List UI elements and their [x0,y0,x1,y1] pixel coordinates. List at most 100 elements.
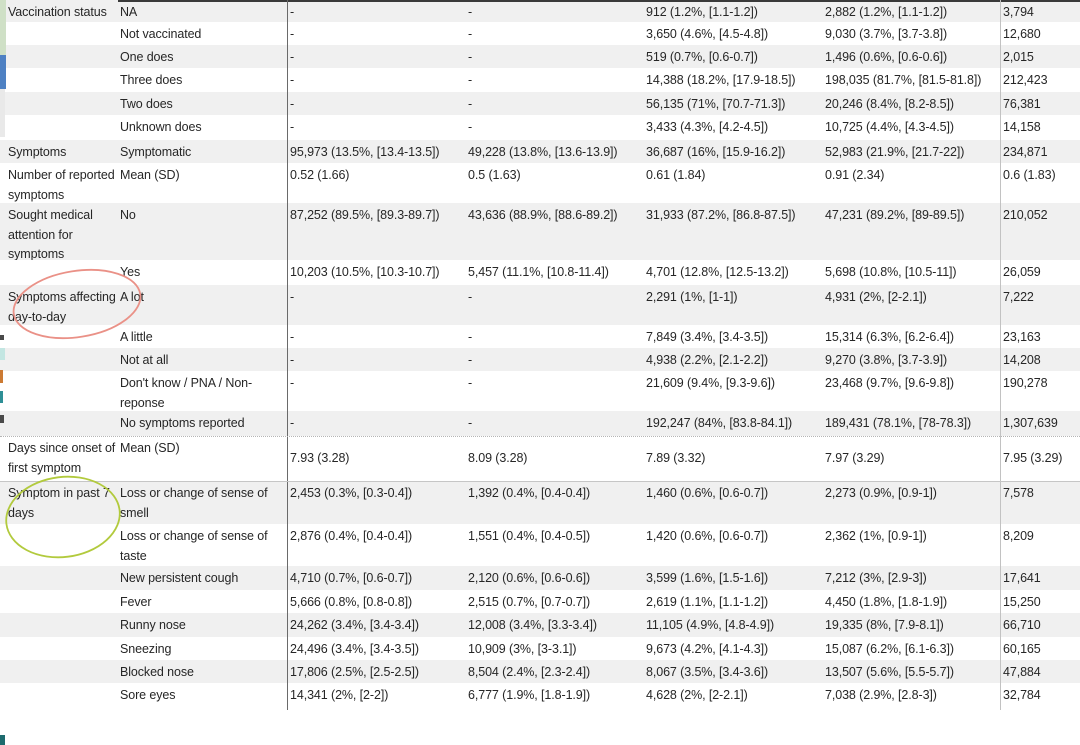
cell-value: 13,507 (5.6%, [5.5-5.7]) [825,665,954,679]
cell-total-value: 17,641 [1003,571,1041,585]
cell-value: 198,035 (81.7%, [81.5-81.8]) [825,73,982,87]
cell-value: 19,335 (8%, [7.9-8.1]) [825,618,944,632]
row-category-label: Three does [120,73,183,87]
row-group-label [0,348,118,371]
dark-tick-2 [0,415,4,423]
cell-value: - [468,416,473,430]
cell-value: 5,698 (10.8%, [10.5-11]) [825,265,957,279]
cell-value: 5,666 (0.8%, [0.8-0.8]) [290,595,413,609]
row-category-label: Not vaccinated [120,27,202,41]
table-row: Two does - - 56,135 (71%, [70.7-71.3]) 20,24… [0,92,1080,115]
cell-value: 43,636 (88.9%, [88.6-89.2]) [468,208,618,222]
gray-strip [0,89,5,137]
table-row: Don't know / PNA / Non- reponse - - 21,609 … [0,371,1080,411]
row-category-label: Loss or change of sense of taste [120,529,268,563]
cell-value: 9,673 (4.2%, [4.1-4.3]) [646,642,769,656]
row-group-label [0,260,118,285]
row-group-label [0,325,118,348]
row-group-label [0,613,118,637]
cell-value: - [290,73,295,87]
cell-value: 6,777 (1.9%, [1.8-1.9]) [468,688,591,702]
cell-value: 10,909 (3%, [3-3.1]) [468,642,577,656]
cell-value: 15,314 (6.3%, [6.2-6.4]) [825,330,954,344]
cell-value: 7,212 (3%, [2.9-3]) [825,571,927,585]
orange-fragment [0,370,3,383]
table-row: Runny nose 24,262 (3.4%, [3.4-3.4]) 12,008… [0,613,1080,637]
cell-value: 2,362 (1%, [0.9-1]) [825,529,927,543]
cell-total-value: 234,871 [1003,145,1048,159]
row-category-label: Yes [120,265,141,279]
cell-total-value: 8,209 [1003,529,1034,543]
cell-total-value: 190,278 [1003,376,1048,390]
row-category-label: A little [120,330,153,344]
row-group-label: Symptoms affecting day-to-day activities [8,290,116,324]
cell-value: 10,725 (4.4%, [4.3-4.5]) [825,120,954,134]
cell-value: - [290,97,295,111]
cell-value: 1,460 (0.6%, [0.6-0.7]) [646,486,769,500]
row-group-label: Sought medical attention for symptoms [8,208,93,260]
table-horizontal-gridline [0,436,1080,437]
cell-total-value: 7,222 [1003,290,1034,304]
cell-total-value: 7,578 [1003,486,1034,500]
cell-value: 189,431 (78.1%, [78-78.3]) [825,416,972,430]
cell-total-value: 14,208 [1003,353,1041,367]
cell-value: 23,468 (9.7%, [9.6-9.8]) [825,376,954,390]
row-category-label: Blocked nose [120,665,194,679]
table-row: Blocked nose 17,806 (2.5%, [2.5-2.5]) 8,50… [0,660,1080,683]
table-vertical-border-left [287,0,288,710]
cell-value: 2,876 (0.4%, [0.4-0.4]) [290,529,413,543]
cell-value: 8.09 (3.28) [468,451,528,465]
row-group-label [0,115,118,140]
table-row: Sore eyes 14,341 (2%, [2-2]) 6,777 (1.9%, … [0,683,1080,710]
row-category-label: No [120,208,136,222]
table-row: New persistent cough 4,710 (0.7%, [0.6-0.… [0,566,1080,590]
table-row: No symptoms reported - - 192,247 (84%, [83.… [0,411,1080,436]
row-category-label: Fever [120,595,152,609]
cell-value: - [468,50,473,64]
cell-value: 0.5 (1.63) [468,168,521,182]
cell-value: - [290,120,295,134]
cell-value: 7.93 (3.28) [290,451,350,465]
table-row: Not vaccinated - - 3,650 (4.6%, [4.5-4.8]) 9… [0,22,1080,45]
cell-value: - [290,330,295,344]
cell-value: 2,619 (1.1%, [1.1-1.2]) [646,595,769,609]
row-category-label: Don't know / PNA / Non- reponse [120,376,253,410]
cell-value: - [290,50,295,64]
row-category-label: Loss or change of sense of smell [120,486,268,520]
table-row: Loss or change of sense of taste 2,876 (0… [0,524,1080,566]
cell-value: 2,120 (0.6%, [0.6-0.6]) [468,571,591,585]
cell-total-value: 2,015 [1003,50,1034,64]
cell-value: 1,420 (0.6%, [0.6-0.7]) [646,529,769,543]
row-category-label: Runny nose [120,618,186,632]
cell-value: 2,453 (0.3%, [0.3-0.4]) [290,486,413,500]
cell-value: 0.61 (1.84) [646,168,706,182]
table-horizontal-gridline [0,481,1080,482]
cell-value: 8,504 (2.4%, [2.3-2.4]) [468,665,591,679]
cell-value: 56,135 (71%, [70.7-71.3]) [646,97,786,111]
cell-total-value: 23,163 [1003,330,1041,344]
row-group-label [0,371,118,411]
cell-value: 5,457 (11.1%, [10.8-11.4]) [468,265,609,279]
teal-corner [0,735,5,745]
cell-value: - [468,290,473,304]
cell-value: 14,388 (18.2%, [17.9-18.5]) [646,73,796,87]
row-group-label [0,411,118,436]
cell-value: 20,246 (8.4%, [8.2-8.5]) [825,97,954,111]
statistics-table: Vaccination status NA - - 912 (1.2%, [1.1-1.… [0,0,1080,710]
row-group-label [0,566,118,590]
row-group-label [0,660,118,683]
cell-value: 52,983 (21.9%, [21.7-22]) [825,145,965,159]
teal-fragment [0,391,3,403]
row-group-label [0,92,118,115]
green-strip [0,0,6,55]
cell-value: 7,849 (3.4%, [3.4-3.5]) [646,330,769,344]
cell-value: - [468,330,473,344]
cell-total-value: 7.95 (3.29) [1003,451,1063,465]
row-category-label: Symptomatic [120,145,192,159]
cell-value: - [290,290,295,304]
cell-value: 4,701 (12.8%, [12.5-13.2]) [646,265,789,279]
cell-value: 4,710 (0.7%, [0.6-0.7]) [290,571,413,585]
row-group-label: Number of reported symptoms [8,168,115,202]
cell-value: 3,599 (1.6%, [1.5-1.6]) [646,571,769,585]
